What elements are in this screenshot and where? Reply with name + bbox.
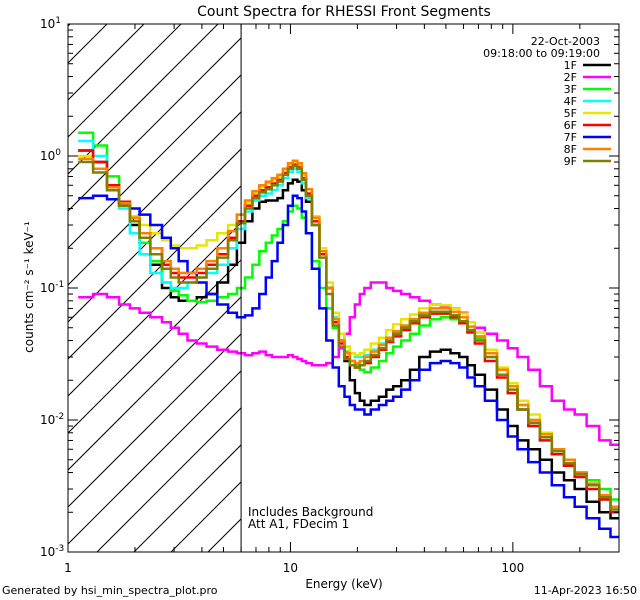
legend-label: 5F [564, 107, 577, 120]
hatch-line [68, 37, 242, 212]
hatch-line [578, 0, 640, 552]
date-label: 22-Oct-2003 [531, 35, 600, 48]
y-tick-label: 101 [40, 16, 61, 31]
series-line-9F [78, 160, 619, 511]
legend-label: 4F [564, 95, 577, 108]
y-tick-label: 10-2 [40, 412, 64, 427]
hatch-line [96, 407, 242, 552]
legend-label: 8F [564, 143, 577, 156]
y-tick-label: 10-3 [40, 544, 64, 559]
series-layer [78, 131, 619, 539]
axis-ticks [67, 23, 620, 553]
legend-label: 2F [564, 71, 577, 84]
hatch-line [68, 24, 145, 101]
hatch-line [467, 0, 640, 552]
legend-label: 3F [564, 83, 577, 96]
legend-label: 6F [564, 119, 577, 132]
y-tick-label: 100 [40, 148, 61, 163]
hatch-line [68, 24, 219, 175]
hatch-line [245, 0, 640, 552]
hatch-line [68, 185, 242, 360]
series-line-8F [78, 157, 619, 509]
annotation-attenuator: Att A1, FDecim 1 [248, 517, 349, 531]
hatch-line [68, 259, 242, 434]
hatch-line [68, 222, 242, 397]
hatch-line [0, 0, 105, 552]
time-range-label: 09:18:00 to 09:19:00 [483, 47, 600, 60]
plot-frame [67, 23, 620, 553]
x-axis-label: Energy (keV) [305, 577, 382, 591]
x-tick-labels: 1 10 100 [64, 561, 524, 575]
hatch-line [133, 444, 242, 552]
hatch-line [68, 24, 108, 64]
hatch-line [68, 370, 242, 545]
hatch-line [319, 0, 640, 552]
series-line-2F [78, 281, 619, 446]
generated-by: Generated by hsi_min_spectra_plot.pro [2, 584, 218, 597]
timestamp: 11-Apr-2023 16:50 [534, 584, 637, 597]
legend-label: 7F [564, 131, 577, 144]
hatch-line [68, 74, 242, 249]
legend-label: 1F [564, 59, 577, 72]
y-axis-label: counts cm⁻² s⁻¹ keV⁻¹ [22, 221, 36, 353]
x-tick-label: 100 [501, 561, 524, 575]
series-line-5F [78, 154, 619, 509]
hatch-line [356, 0, 640, 552]
hatch-line [282, 0, 640, 552]
hatch-line [68, 296, 242, 471]
hatch-line [393, 0, 640, 552]
hatch-line [430, 0, 640, 552]
hatch-line [68, 333, 242, 508]
legend-label: 9F [564, 155, 577, 168]
hatch-line [68, 24, 182, 138]
chart-title: Count Spectra for RHESSI Front Segments [197, 4, 491, 20]
hatch-line [68, 148, 242, 323]
hatch-line [68, 111, 242, 286]
x-tick-label: 1 [64, 561, 72, 575]
annotation-background: Includes Background [248, 505, 373, 519]
y-tick-label: 10-1 [40, 280, 64, 295]
hatched-region [0, 0, 640, 552]
x-tick-label: 10 [283, 561, 298, 575]
hatch-line [541, 0, 640, 552]
y-tick-labels: 10-3 10-2 10-1 100 101 [40, 16, 64, 559]
